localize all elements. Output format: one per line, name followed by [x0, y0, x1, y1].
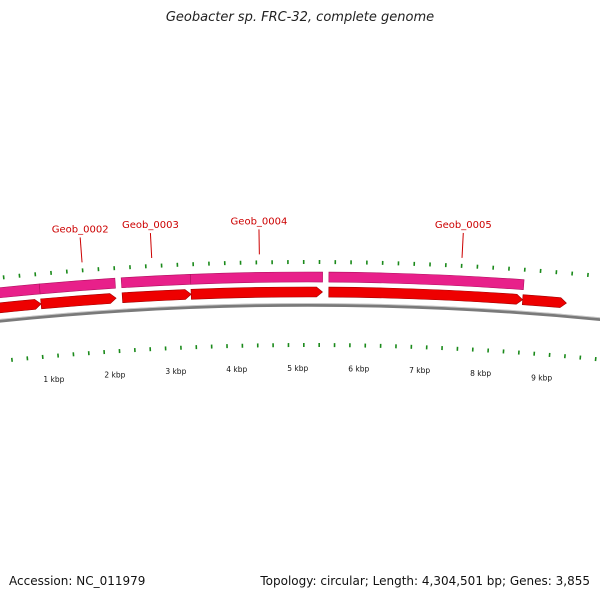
cds-feature [521, 294, 567, 308]
genome-summary: Topology: circular; Length: 4,304,501 bp… [260, 574, 590, 588]
gene-feature [38, 277, 116, 295]
gene-leader-line [79, 237, 83, 263]
gene-feature [190, 271, 323, 285]
cds-feature [121, 289, 192, 304]
inner-ticks [10, 343, 597, 362]
backbone [0, 303, 600, 323]
gene-feature [120, 273, 192, 289]
gene-label: Geob_0004 [231, 216, 288, 227]
cds-track [0, 286, 567, 314]
kbp-label: 7 kbp [409, 366, 430, 375]
kbp-label: 6 kbp [348, 364, 369, 373]
cds-feature [328, 286, 524, 305]
kbp-label: 3 kbp [165, 367, 186, 376]
gene-leader-line [461, 232, 464, 258]
kbp-label: 1 kbp [43, 375, 64, 384]
gene-label: Geob_0002 [52, 224, 109, 235]
kbp-labels: 1 kbp 2 kbp 3 kbp 4 kbp 5 kbp 6 kbp 7 kbp 8 kbp… [43, 364, 552, 384]
kbp-label: 4 kbp [226, 365, 247, 374]
map-title: Geobacter sp. FRC-32, complete genome [165, 10, 435, 25]
gene-feature [328, 271, 525, 291]
gene-leader-line [149, 233, 153, 259]
backbone-arc [0, 303, 600, 323]
kbp-label: 2 kbp [104, 370, 125, 379]
accession-text: Accession: NC_011979 [9, 574, 146, 588]
backbone-highlight [0, 303, 600, 320]
gene-track [0, 271, 525, 299]
outer-ticks [2, 260, 589, 280]
cds-feature [190, 286, 323, 300]
cds-feature [0, 299, 42, 314]
kbp-label: 9 kbp [531, 373, 552, 382]
kbp-label: 5 kbp [287, 364, 308, 373]
cds-feature [40, 293, 117, 310]
gene-label: Geob_0003 [122, 220, 179, 231]
kbp-label: 8 kbp [470, 369, 491, 378]
gene-label: Geob_0005 [435, 220, 492, 231]
